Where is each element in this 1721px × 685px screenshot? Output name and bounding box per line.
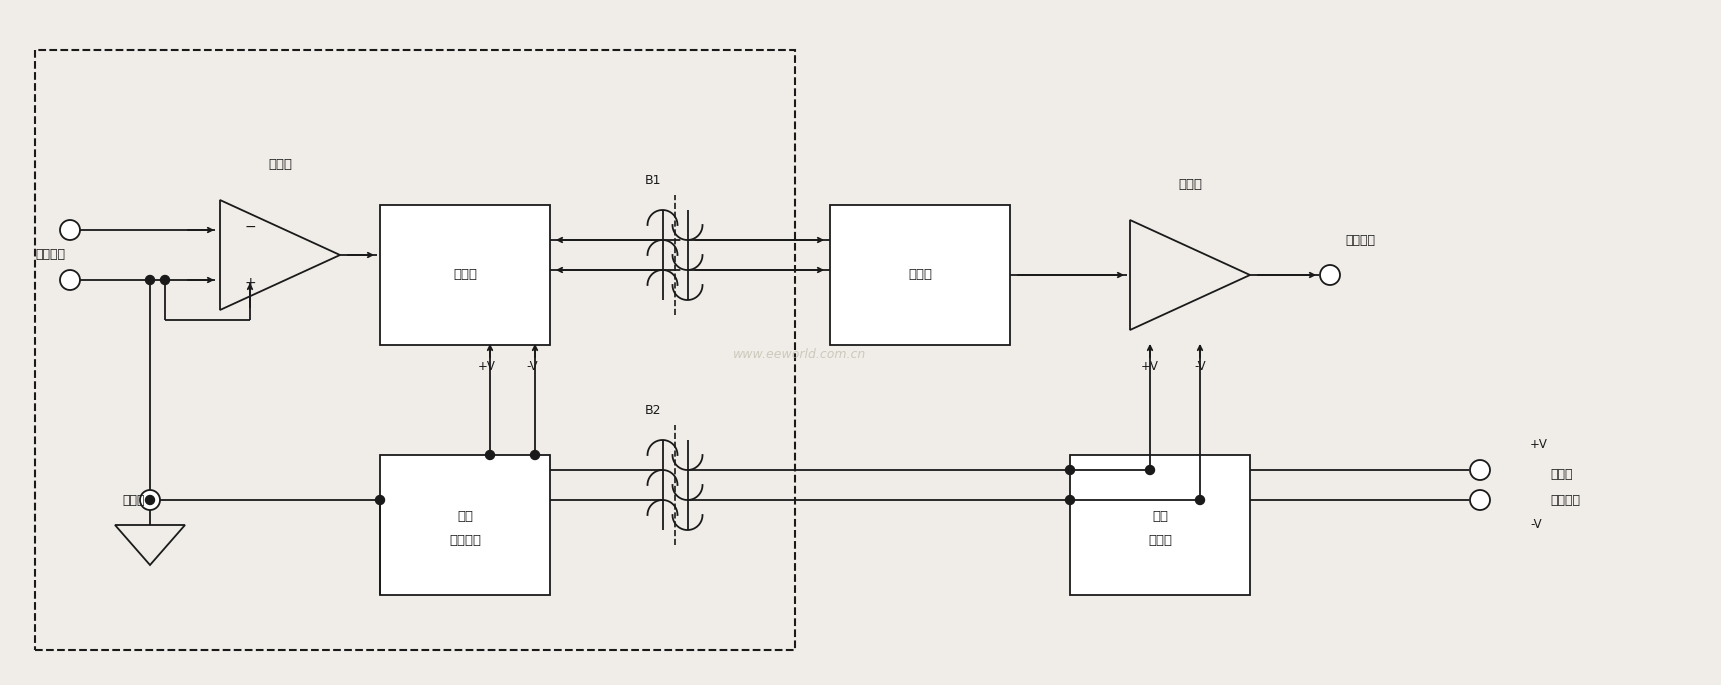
Circle shape (146, 495, 155, 504)
Circle shape (1065, 466, 1074, 475)
Circle shape (375, 495, 384, 504)
Text: 直流电源: 直流电源 (1551, 493, 1580, 506)
Bar (380, 455, 551, 595)
Circle shape (60, 270, 79, 290)
Circle shape (146, 275, 155, 284)
Text: -V: -V (1194, 360, 1206, 373)
Text: +V: +V (1141, 360, 1158, 373)
Circle shape (1320, 265, 1341, 285)
Text: 隔离: 隔离 (458, 510, 473, 523)
Bar (830, 205, 1010, 345)
Text: 载波: 载波 (1151, 510, 1169, 523)
Text: 解调器: 解调器 (909, 269, 933, 282)
Circle shape (1470, 460, 1490, 480)
Circle shape (485, 451, 494, 460)
Text: B1: B1 (645, 173, 661, 186)
Circle shape (160, 275, 169, 284)
Circle shape (139, 490, 160, 510)
Text: 振荡器: 振荡器 (1148, 534, 1172, 547)
Circle shape (1470, 490, 1490, 510)
Bar (380, 205, 551, 345)
Text: B2: B2 (645, 403, 661, 416)
Text: 非隔离: 非隔离 (1551, 469, 1573, 482)
Text: -V: -V (527, 360, 537, 373)
Circle shape (1065, 495, 1074, 504)
Text: 隔离地: 隔离地 (122, 493, 145, 506)
Text: -V: -V (1530, 519, 1542, 532)
Circle shape (530, 451, 539, 460)
Text: +: + (244, 276, 256, 290)
Text: +V: +V (478, 360, 496, 373)
Bar (1070, 455, 1249, 595)
Text: 放大器: 放大器 (1177, 179, 1201, 192)
Text: 调制器: 调制器 (453, 269, 477, 282)
Circle shape (1146, 466, 1155, 475)
Text: 信号输入: 信号输入 (34, 249, 65, 262)
Text: 信号输出: 信号输出 (1346, 234, 1375, 247)
Text: −: − (244, 220, 256, 234)
Bar (34, 50, 795, 650)
Text: www.eeworld.com.cn: www.eeworld.com.cn (733, 349, 867, 362)
Text: +V: +V (1530, 438, 1547, 451)
Text: 放大器: 放大器 (268, 158, 293, 171)
Circle shape (1196, 495, 1205, 504)
Circle shape (60, 220, 79, 240)
Text: 直流电源: 直流电源 (449, 534, 480, 547)
